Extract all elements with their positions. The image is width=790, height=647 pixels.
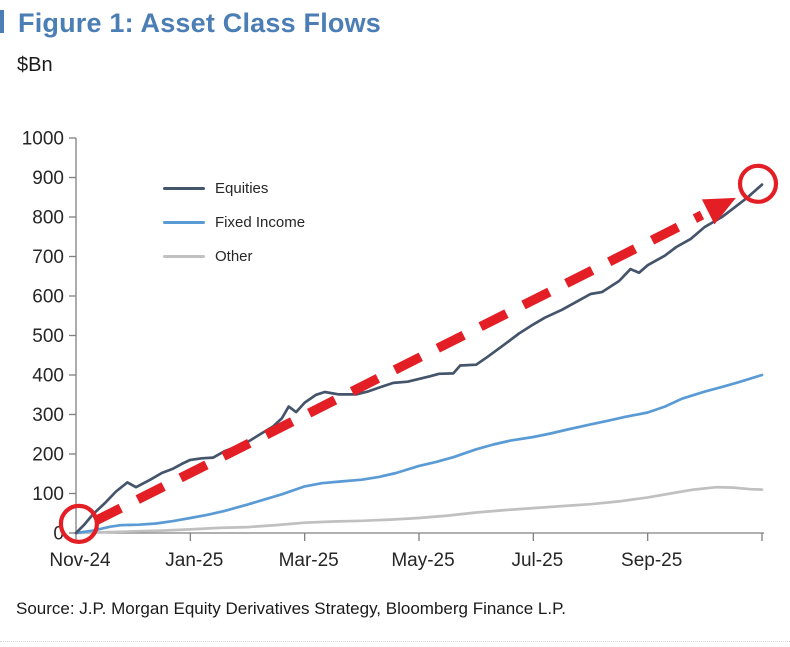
y-tick-label: 500 [32, 326, 64, 347]
y-tick-label: 600 [32, 287, 64, 308]
bottom-divider [0, 641, 790, 642]
x-tick-label: Nov-24 [49, 550, 111, 571]
y-tick-label: 1000 [22, 129, 64, 150]
chart-legend: Equities Fixed Income Other [163, 171, 305, 273]
series-line-fixed-income [74, 373, 764, 535]
equities-line-swatch [163, 186, 205, 190]
y-tick-label: 400 [32, 366, 64, 387]
series-line-other [74, 485, 764, 535]
source-note: Source: J.P. Morgan Equity Derivatives S… [16, 599, 566, 618]
left-accent-bar [0, 10, 4, 33]
trend-arrowhead-icon [701, 197, 736, 225]
y-tick-label: 800 [32, 208, 64, 229]
figure-title: Figure 1: Asset Class Flows [18, 8, 382, 38]
legend-label-fixed-income: Fixed Income [215, 213, 306, 231]
y-tick-label: 300 [32, 405, 64, 426]
x-tick-label: May-25 [391, 550, 454, 571]
y-tick-label: 100 [32, 484, 64, 505]
y-tick-label: 200 [32, 445, 64, 466]
legend-item-fixed-income: Fixed Income [163, 205, 305, 239]
x-tick-label: Mar-25 [279, 550, 339, 571]
y-tick-label: 0 [53, 524, 64, 545]
units-label: $Bn [17, 54, 53, 76]
x-tick-label: Jul-25 [511, 550, 563, 571]
annotation-circle-start-highlight [58, 503, 100, 545]
x-tick-label: Sep-25 [621, 550, 682, 571]
legend-item-equities: Equities [163, 171, 305, 205]
trend-arrow-dashes [92, 210, 705, 526]
legend-item-other: Other [163, 239, 305, 273]
annotation-circle-end-highlight [737, 163, 779, 204]
fixed-income-line-swatch [163, 220, 205, 224]
legend-label-equities: Equities [215, 179, 269, 197]
other-line-swatch [163, 254, 205, 258]
x-tick-label: Jan-25 [165, 550, 223, 571]
legend-label-other: Other [215, 247, 253, 265]
y-tick-label: 700 [32, 247, 64, 268]
y-tick-label: 900 [32, 168, 64, 189]
series-line-equities [74, 183, 764, 535]
